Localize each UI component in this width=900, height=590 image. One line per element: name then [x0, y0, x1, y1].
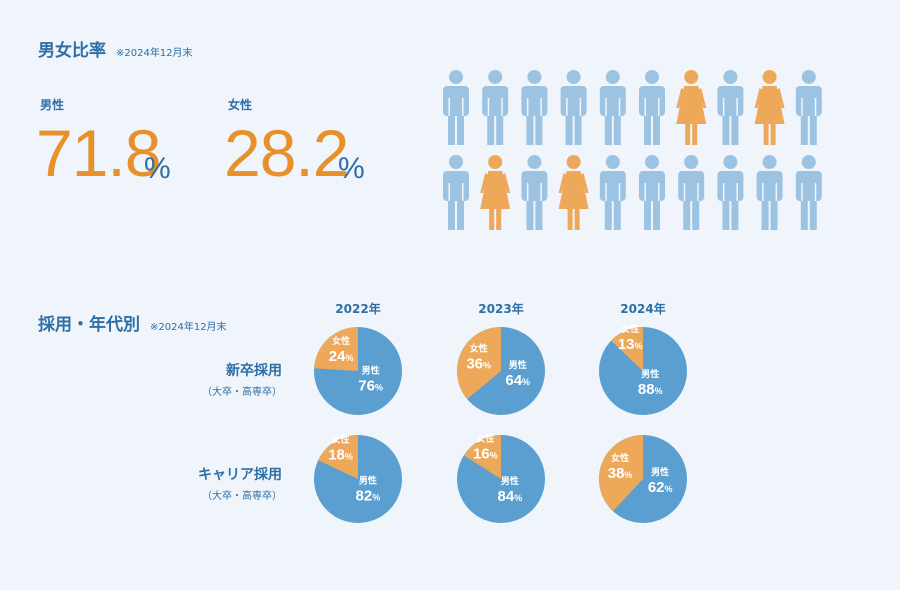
- male-person-icon: [795, 155, 822, 230]
- pie-female-slice: [463, 435, 501, 479]
- pie-0-2: 女性 13% 男性 88%: [599, 323, 687, 415]
- pie-female-label: 女性: [332, 335, 350, 346]
- year-label-2023: 2023年: [478, 302, 524, 316]
- female-ratio-unit: %: [338, 152, 365, 185]
- pie-female-value: 36%: [466, 356, 491, 373]
- ratio-title-text: 男女比率: [38, 41, 106, 61]
- row-label-new-grad-sub: （大卒・高専卒）: [202, 387, 282, 398]
- male-person-icon: [443, 155, 469, 230]
- pie-male-label: 男性: [501, 475, 519, 486]
- male-person-icon: [717, 70, 744, 145]
- pie-female-slice: [611, 327, 643, 371]
- female-person-icon: [754, 70, 785, 145]
- male-person-icon: [599, 155, 626, 230]
- pie-male-value: 62%: [648, 479, 673, 496]
- male-person-icon: [521, 70, 548, 145]
- male-ratio-value: 71.8: [36, 116, 161, 190]
- pie-female-label: 女性: [476, 432, 494, 443]
- pie-male-value: 82%: [356, 488, 381, 505]
- pie-female-slice: [599, 435, 643, 512]
- ratio-section-title: 男女比率 ※2024年12月末: [38, 36, 193, 61]
- row-label-career: キャリア採用 （大卒・高専卒）: [112, 464, 282, 502]
- pie-female-slice: [457, 327, 501, 400]
- pie-0-0: 女性 24% 男性 76%: [314, 327, 402, 415]
- pie-female-value: 38%: [608, 465, 633, 482]
- female-label: 女性: [228, 98, 253, 112]
- gender-pictogram: [443, 70, 822, 230]
- pie-male-value: 64%: [505, 372, 530, 389]
- pie-1-2: 女性 38% 男性 62%: [599, 435, 687, 523]
- male-person-icon: [560, 70, 587, 145]
- male-person-icon: [756, 155, 783, 230]
- pie-1-1: 女性 16% 男性 84%: [457, 432, 545, 523]
- row-label-new-grad: 新卒採用 （大卒・高専卒）: [112, 360, 282, 398]
- pie-male-label: 男性: [359, 475, 377, 486]
- pie-female-value: 16%: [473, 445, 498, 462]
- female-person-icon: [558, 155, 589, 230]
- male-person-icon: [521, 155, 548, 230]
- pie-male-label: 男性: [651, 466, 669, 477]
- male-person-icon: [443, 70, 469, 145]
- pie-female-slice: [314, 327, 358, 371]
- pie-male-value: 76%: [358, 377, 383, 394]
- ratio-note: ※2024年12月末: [116, 48, 193, 59]
- pie-male-label: 男性: [641, 368, 659, 379]
- pie-female-label: 女性: [470, 343, 488, 354]
- pie-male-value: 84%: [498, 488, 523, 505]
- hiring-note: ※2024年12月末: [150, 322, 227, 333]
- male-person-icon: [482, 70, 509, 145]
- year-label-2022: 2022年: [335, 302, 381, 316]
- pie-female-value: 13%: [618, 336, 643, 353]
- pie-1-0: 女性 18% 男性 82%: [314, 434, 402, 523]
- hiring-title-text: 採用・年代別: [38, 315, 140, 335]
- male-label: 男性: [40, 98, 65, 112]
- male-ratio-unit: %: [144, 152, 171, 185]
- male-person-icon: [639, 70, 665, 145]
- female-person-icon: [676, 70, 707, 145]
- male-person-icon: [795, 70, 822, 145]
- pie-female-label: 女性: [611, 452, 629, 463]
- pie-male-label: 男性: [509, 359, 527, 370]
- pie-0-1: 女性 36% 男性 64%: [457, 327, 545, 415]
- male-person-icon: [717, 155, 744, 230]
- pie-male-value: 88%: [638, 381, 663, 398]
- pie-male-label: 男性: [362, 364, 380, 375]
- pie-female-value: 18%: [328, 447, 353, 464]
- male-person-icon: [599, 70, 626, 145]
- male-person-icon: [678, 155, 705, 230]
- pie-female-value: 24%: [329, 348, 354, 365]
- year-label-2024: 2024年: [620, 302, 666, 316]
- male-person-icon: [639, 155, 665, 230]
- row-label-career-sub: （大卒・高専卒）: [202, 491, 282, 502]
- hiring-section-title: 採用・年代別 ※2024年12月末: [38, 310, 227, 335]
- female-person-icon: [480, 155, 511, 230]
- pie-female-slice: [318, 435, 358, 479]
- pie-female-label: 女性: [621, 323, 639, 334]
- female-ratio-value: 28.2: [224, 116, 349, 190]
- row-label-career-main: キャリア採用: [198, 467, 282, 483]
- row-label-new-grad-main: 新卒採用: [226, 363, 282, 379]
- pie-female-label: 女性: [332, 434, 350, 445]
